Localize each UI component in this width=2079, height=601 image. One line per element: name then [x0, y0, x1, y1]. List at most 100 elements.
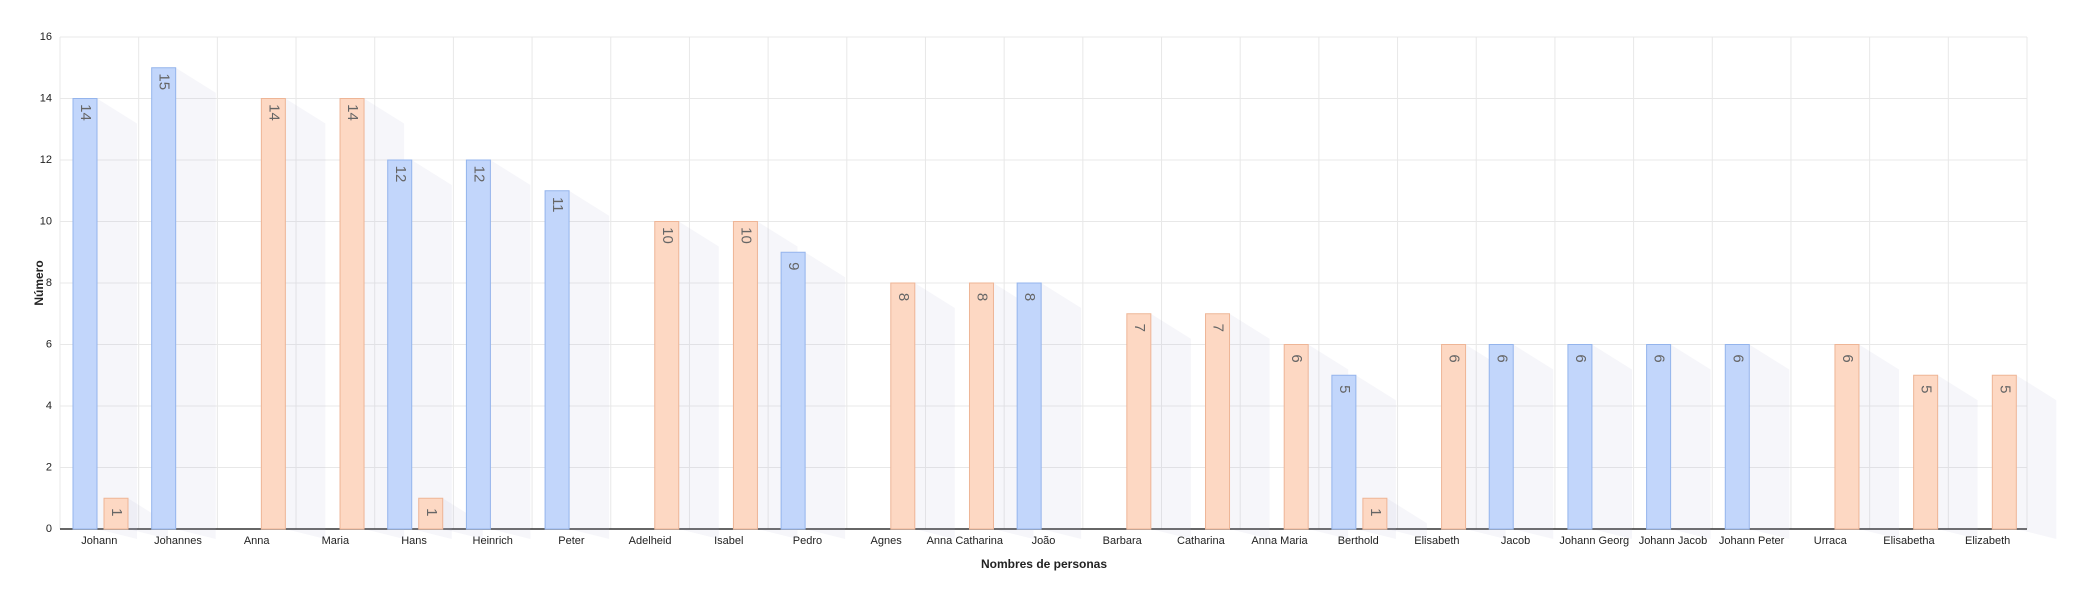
x-tick-label: Catharina — [1177, 535, 1226, 547]
bar-shadow — [805, 252, 846, 539]
bar-shadow — [914, 283, 955, 539]
data-label: 6 — [1446, 354, 1463, 362]
bar — [968, 282, 994, 530]
bar-shadow — [678, 221, 719, 539]
x-tick-label: Johannes — [154, 535, 202, 547]
bar — [890, 282, 916, 530]
bar — [339, 98, 365, 530]
bar — [1724, 344, 1750, 530]
bar — [103, 497, 129, 530]
bar-shadow — [285, 98, 326, 539]
data-label: 12 — [470, 166, 487, 183]
data-label: 5 — [1336, 385, 1353, 393]
x-tick-label: Berthold — [1338, 535, 1379, 547]
y-axis-title: Número — [32, 260, 46, 305]
bar — [1016, 282, 1042, 530]
data-label: 8 — [895, 293, 912, 301]
x-tick-label: Isabel — [714, 535, 743, 547]
y-tick-label: 4 — [46, 400, 52, 412]
bar — [1646, 344, 1672, 530]
y-tick-label: 10 — [40, 215, 52, 227]
bar-shadow — [490, 160, 531, 539]
x-tick-label: Urraca — [1814, 535, 1848, 547]
data-label: 1 — [423, 508, 440, 516]
x-tick-label: Agnes — [871, 535, 903, 547]
x-axis-title: Nombres de personas — [981, 557, 1107, 571]
x-tick-label: Peter — [558, 535, 585, 547]
bar — [387, 159, 413, 530]
x-tick-label: Elisabetha — [1883, 535, 1935, 547]
bar — [72, 98, 98, 530]
y-tick-label: 0 — [46, 523, 52, 535]
bar-shadow — [1937, 375, 1978, 539]
bar — [1991, 374, 2017, 530]
bar-shadow — [1749, 344, 1790, 539]
data-label: 14 — [77, 104, 94, 121]
bar-shadow — [569, 190, 610, 539]
data-label: 11 — [549, 197, 566, 213]
bar — [1126, 313, 1152, 530]
bar — [260, 98, 286, 530]
data-label: 6 — [1729, 354, 1746, 362]
bar — [1283, 344, 1309, 530]
x-tick-label: Hans — [401, 535, 427, 547]
x-tick-label: Jacob — [1501, 535, 1530, 547]
y-tick-label: 8 — [46, 277, 52, 289]
x-tick-label: Heinrich — [473, 535, 513, 547]
data-label: 6 — [1839, 354, 1856, 362]
bar-shadow — [97, 98, 137, 539]
x-tick-label: Johann Jacob — [1639, 535, 1708, 547]
data-label: 5 — [1918, 385, 1935, 393]
data-label: 1 — [1367, 508, 1384, 516]
bar — [1834, 344, 1860, 530]
bar — [654, 221, 680, 530]
data-label: 1 — [108, 508, 125, 516]
x-tick-label: Barbara — [1103, 535, 1143, 547]
y-tick-label: 6 — [46, 338, 52, 350]
data-label: 14 — [265, 104, 282, 121]
bar-shadow — [1513, 344, 1554, 539]
bar — [1913, 374, 1939, 530]
y-tick-label: 16 — [40, 31, 52, 43]
bar — [1205, 313, 1231, 530]
x-tick-label: Maria — [322, 535, 350, 547]
y-tick-label: 12 — [40, 154, 52, 166]
x-tick-label: Johann Georg — [1559, 535, 1629, 547]
bar — [1441, 344, 1467, 530]
bar-shadow — [1670, 344, 1711, 539]
x-tick-label: Elizabeth — [1965, 535, 2010, 547]
bar-shadow — [1229, 313, 1270, 539]
data-label: 6 — [1493, 354, 1510, 362]
x-tick-label: Anna — [244, 535, 271, 547]
bar-shadow — [1591, 344, 1632, 539]
bar — [544, 190, 570, 530]
x-tick-label: Johann Peter — [1719, 535, 1785, 547]
bar-shadow — [1386, 498, 1427, 539]
y-tick-label: 2 — [46, 461, 52, 473]
bar — [418, 497, 444, 530]
x-tick-label: Johann — [81, 535, 117, 547]
bar — [1567, 344, 1593, 530]
data-label: 15 — [156, 73, 173, 90]
bar-shadow — [175, 67, 216, 539]
bar-shadow — [1041, 283, 1082, 539]
data-label: 6 — [1288, 354, 1305, 362]
bar — [780, 251, 806, 530]
data-label: 8 — [1021, 293, 1038, 301]
x-tick-label: Pedro — [793, 535, 822, 547]
data-label: 5 — [1996, 385, 2013, 393]
data-label: 6 — [1651, 354, 1668, 362]
bar-shadow — [411, 160, 452, 539]
x-tick-label: Elisabeth — [1414, 535, 1459, 547]
bar — [1362, 497, 1388, 530]
x-tick-label: Anna Catharina — [927, 535, 1004, 547]
data-label: 12 — [392, 166, 409, 183]
x-tick-label: Adelheid — [629, 535, 672, 547]
bar — [151, 67, 177, 530]
data-label: 6 — [1572, 354, 1589, 362]
data-label: 9 — [785, 262, 802, 270]
bar — [1331, 374, 1357, 530]
data-label: 7 — [1210, 324, 1227, 332]
bar — [1488, 344, 1514, 530]
